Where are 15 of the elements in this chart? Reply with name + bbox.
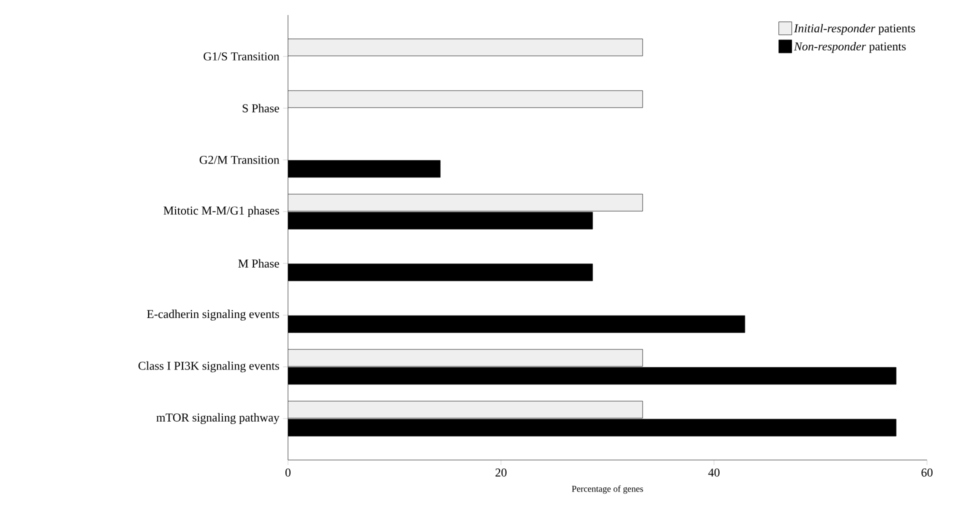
legend-label: Initial-responder patients <box>794 24 916 35</box>
y-tick-label: Mitotic M-M/G1 phases <box>164 206 280 218</box>
y-tick-label: mTOR signaling pathway <box>156 413 280 424</box>
y-tick-label: Class I PI3K signaling events <box>138 361 280 372</box>
x-tick-label: 40 <box>708 468 720 477</box>
y-tick-label: G1/S Transition <box>204 52 280 60</box>
x-tick-label: 60 <box>922 468 933 477</box>
legend-label: Non-responder patients <box>794 42 906 53</box>
y-tick-label: S Phase <box>242 104 280 112</box>
y-tick-label: E-cadherin signaling events <box>147 310 280 321</box>
y-tick-label: M Phase <box>238 259 280 268</box>
x-axis-title: Percentage of genes <box>572 485 644 494</box>
x-tick-label: 0 <box>285 468 291 477</box>
x-tick-label: 20 <box>496 468 507 477</box>
y-tick-label: G2/M Transition <box>200 156 280 164</box>
